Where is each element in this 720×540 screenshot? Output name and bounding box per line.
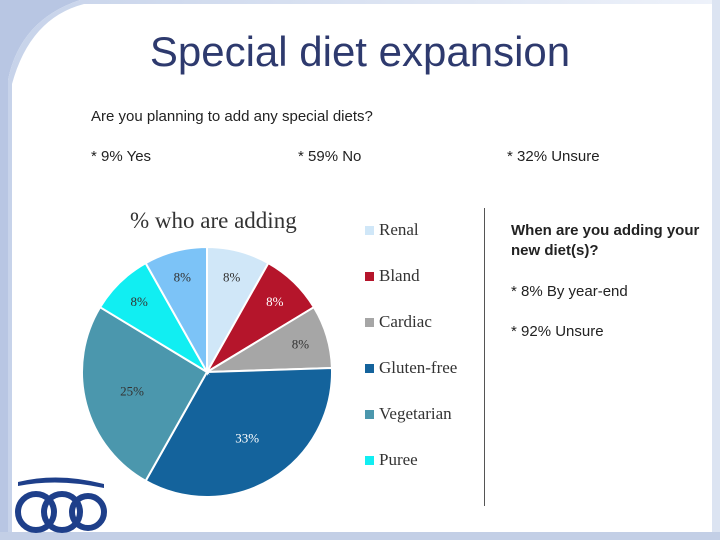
legend-item-vegetarian: Vegetarian bbox=[365, 404, 495, 428]
legend-swatch bbox=[365, 364, 374, 373]
answer-no: * 59% No bbox=[298, 148, 362, 165]
legend-label: Renal bbox=[379, 220, 419, 239]
answer-yes: * 9% Yes bbox=[91, 148, 152, 165]
timing-answer-unsure: * 92% Unsure bbox=[511, 323, 604, 340]
legend-label: Cardiac bbox=[379, 312, 432, 331]
pie-data-label: 8% bbox=[223, 270, 241, 285]
legend-swatch bbox=[365, 318, 374, 327]
legend-item-bland: Bland bbox=[365, 266, 495, 290]
survey-question: Are you planning to add any special diet… bbox=[91, 108, 373, 125]
legend-label: Bland bbox=[379, 266, 420, 285]
legend-label: Vegetarian bbox=[379, 404, 452, 423]
legend-label: Gluten-free bbox=[379, 358, 458, 377]
legend-item-gluten-free: Gluten-free bbox=[365, 358, 495, 382]
vertical-divider bbox=[484, 208, 485, 506]
slide-title: Special diet expansion bbox=[149, 28, 571, 75]
pie-data-label: 33% bbox=[235, 430, 259, 445]
company-logo bbox=[15, 477, 107, 533]
legend-swatch bbox=[365, 226, 374, 235]
legend-swatch bbox=[365, 410, 374, 419]
legend-item-renal: Renal bbox=[365, 220, 495, 244]
pie-slice-vegetarian bbox=[81, 305, 209, 483]
pie-slice-unlabeled bbox=[144, 245, 208, 376]
legend-item-cardiac: Cardiac bbox=[365, 312, 495, 336]
pie-data-label: 8% bbox=[174, 270, 192, 285]
legend-label: Puree bbox=[379, 450, 418, 469]
timing-answer-year-end: * 8% By year-end bbox=[511, 283, 628, 300]
legend-swatch bbox=[365, 456, 374, 465]
timing-question: When are you adding your new diet(s)? bbox=[511, 222, 700, 259]
answer-unsure: * 32% Unsure bbox=[507, 148, 600, 165]
pie-data-label: 8% bbox=[292, 336, 310, 351]
pie-data-label: 8% bbox=[130, 294, 148, 309]
legend-swatch bbox=[365, 272, 374, 281]
pie-data-label: 25% bbox=[120, 384, 144, 399]
legend-item-puree: Puree bbox=[365, 450, 495, 474]
chart-title: % who are adding bbox=[130, 208, 297, 233]
pie-data-label: 8% bbox=[266, 294, 284, 309]
